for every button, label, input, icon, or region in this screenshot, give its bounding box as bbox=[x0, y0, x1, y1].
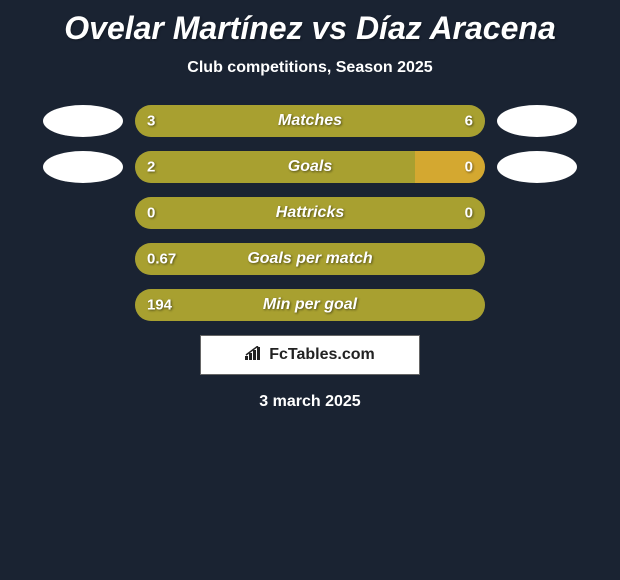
stat-bar: 194 Min per goal bbox=[135, 289, 485, 321]
stat-bar: 2 Goals 0 bbox=[135, 151, 485, 183]
stat-row: 194 Min per goal bbox=[0, 289, 620, 321]
page-subtitle: Club competitions, Season 2025 bbox=[0, 59, 620, 77]
stat-row: 0 Hattricks 0 bbox=[0, 197, 620, 229]
stat-value-left: 2 bbox=[147, 159, 155, 176]
avatar-right bbox=[497, 151, 577, 183]
stat-label: Matches bbox=[278, 112, 342, 130]
page-title: Ovelar Martínez vs Díaz Aracena bbox=[0, 10, 620, 47]
stat-value-left: 3 bbox=[147, 113, 155, 130]
logo-text: FcTables.com bbox=[269, 346, 375, 364]
bar-segment-right bbox=[415, 151, 485, 183]
chart-icon bbox=[245, 346, 263, 365]
stat-bar: 3 Matches 6 bbox=[135, 105, 485, 137]
stat-label: Hattricks bbox=[276, 204, 344, 222]
stat-value-left: 0 bbox=[147, 205, 155, 222]
stat-value-right: 0 bbox=[465, 159, 473, 176]
stat-value-left: 194 bbox=[147, 297, 172, 314]
avatar-left bbox=[43, 151, 123, 183]
stat-row: 2 Goals 0 bbox=[0, 151, 620, 183]
logo-box[interactable]: FcTables.com bbox=[200, 335, 420, 375]
avatar-right bbox=[497, 105, 577, 137]
stat-bar: 0.67 Goals per match bbox=[135, 243, 485, 275]
stat-row: 3 Matches 6 bbox=[0, 105, 620, 137]
stat-value-left: 0.67 bbox=[147, 251, 176, 268]
stat-label: Goals per match bbox=[247, 250, 372, 268]
main-container: Ovelar Martínez vs Díaz Aracena Club com… bbox=[0, 0, 620, 580]
stat-bar: 0 Hattricks 0 bbox=[135, 197, 485, 229]
stat-label: Goals bbox=[288, 158, 332, 176]
bar-segment-left bbox=[135, 151, 415, 183]
stat-row: 0.67 Goals per match bbox=[0, 243, 620, 275]
stat-label: Min per goal bbox=[263, 296, 357, 314]
stat-value-right: 6 bbox=[465, 113, 473, 130]
stats-area: 3 Matches 6 2 Goals 0 0 Hattricks 0 0.67 Goals per… bbox=[0, 105, 620, 321]
date-text: 3 march 2025 bbox=[0, 393, 620, 411]
stat-value-right: 0 bbox=[465, 205, 473, 222]
avatar-left bbox=[43, 105, 123, 137]
